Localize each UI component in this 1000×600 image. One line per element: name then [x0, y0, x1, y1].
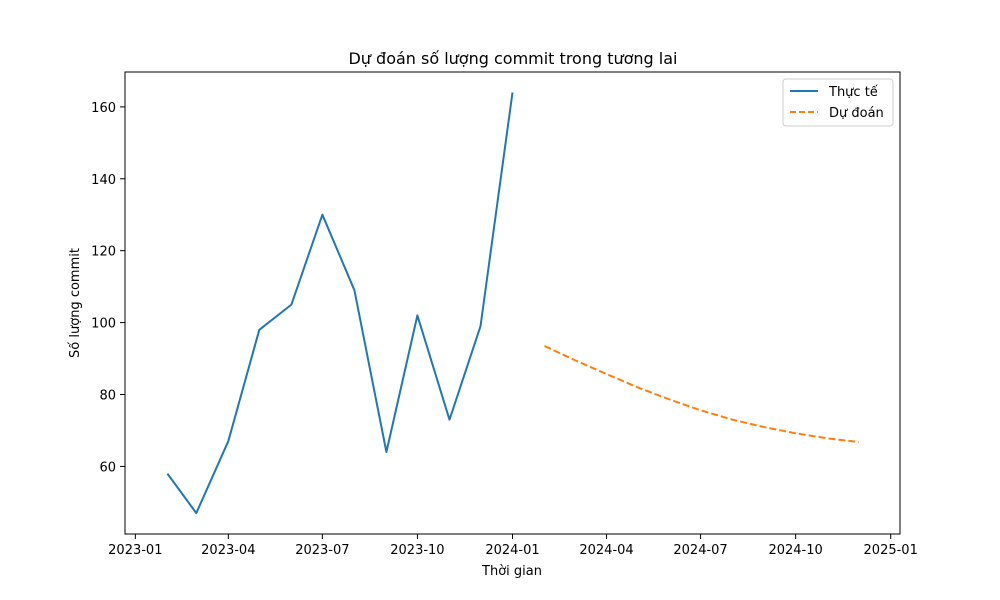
legend-label-series-1: Thực tế [828, 85, 878, 100]
y-tick-label: 100 [91, 317, 116, 332]
chart-title: Dự đoán số lượng commit trong tương lai [348, 49, 677, 68]
y-tick-label: 140 [91, 173, 116, 188]
y-tick-label: 160 [91, 101, 116, 116]
x-tick-label: 2023-01 [108, 543, 162, 558]
x-tick-label: 2023-04 [201, 543, 255, 558]
x-tick-label: 2024-01 [485, 543, 539, 558]
x-tick-label: 2023-10 [390, 543, 444, 558]
x-tick-label: 2024-07 [673, 543, 727, 558]
x-tick-label: 2025-01 [864, 543, 918, 558]
x-axis: 2023-01 2023-04 2023-07 2023-10 2024-01 2024-… [108, 534, 918, 558]
plot-frame [124, 71, 901, 535]
y-tick-label: 120 [91, 245, 116, 260]
series-layer [166, 92, 859, 515]
y-tick-label: 80 [99, 389, 116, 404]
legend-label-series-2: Dự đoán [829, 106, 884, 121]
series-line-1 [166, 92, 514, 515]
y-axis: 60 80 100 120 140 160 [91, 101, 125, 475]
series-line-2 [544, 345, 859, 443]
x-tick-label: 2024-04 [579, 543, 633, 558]
y-axis-label: Số lượng commit [68, 248, 83, 358]
y-tick-label: 60 [99, 460, 116, 475]
x-tick-label: 2023-07 [295, 543, 349, 558]
x-axis-label: Thời gian [481, 564, 542, 579]
legend: Thực tế Dự đoán [782, 78, 894, 127]
x-tick-label: 2024-10 [768, 543, 822, 558]
